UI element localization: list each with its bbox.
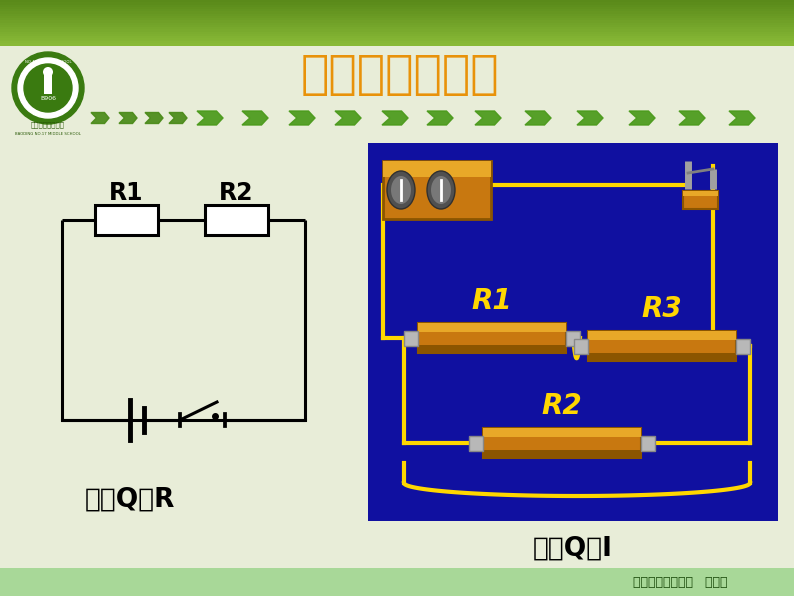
- Text: 探究Q与R: 探究Q与R: [85, 487, 175, 513]
- Bar: [0, 23, 794, 25]
- Bar: [0, 38, 794, 41]
- Bar: [0, 25, 794, 27]
- Text: 大家都来试试吧: 大家都来试试吧: [301, 52, 499, 98]
- Circle shape: [12, 52, 84, 124]
- Polygon shape: [91, 113, 109, 123]
- Polygon shape: [577, 111, 603, 125]
- Polygon shape: [197, 111, 223, 125]
- Text: 探究Q与I: 探究Q与I: [533, 536, 613, 562]
- Bar: [483, 449, 641, 458]
- Bar: [383, 161, 491, 177]
- Polygon shape: [525, 111, 551, 125]
- Bar: [641, 436, 655, 451]
- Polygon shape: [729, 111, 755, 125]
- Polygon shape: [169, 113, 187, 123]
- Text: R1: R1: [110, 181, 144, 205]
- Bar: [0, 20, 794, 23]
- Ellipse shape: [43, 67, 53, 77]
- Bar: [0, 36, 794, 39]
- Bar: [0, 2, 794, 5]
- Text: B906: B906: [40, 95, 56, 101]
- Polygon shape: [289, 111, 315, 125]
- Bar: [736, 339, 750, 353]
- Bar: [683, 191, 718, 196]
- Bar: [0, 34, 794, 36]
- Bar: [588, 331, 736, 361]
- Polygon shape: [629, 111, 655, 125]
- Text: R2: R2: [219, 181, 254, 205]
- Text: R1: R1: [472, 287, 512, 315]
- Text: BAODING NO.17 MIDDLE SCHOOL: BAODING NO.17 MIDDLE SCHOOL: [15, 132, 81, 136]
- Bar: [44, 74, 52, 94]
- Bar: [383, 161, 491, 219]
- Bar: [483, 428, 641, 458]
- Bar: [0, 9, 794, 12]
- Bar: [418, 344, 566, 353]
- Ellipse shape: [427, 171, 455, 209]
- Bar: [0, 45, 794, 568]
- Polygon shape: [242, 111, 268, 125]
- Polygon shape: [382, 111, 408, 125]
- Bar: [0, 11, 794, 14]
- Polygon shape: [679, 111, 705, 125]
- Bar: [95, 205, 158, 235]
- Polygon shape: [119, 113, 137, 123]
- Polygon shape: [335, 111, 361, 125]
- Bar: [0, 32, 794, 34]
- Bar: [0, 14, 794, 16]
- Bar: [0, 7, 794, 10]
- Text: NO-17 MIDDLE SCHOOL: NO-17 MIDDLE SCHOOL: [25, 60, 71, 64]
- Bar: [418, 323, 566, 353]
- Bar: [0, 29, 794, 32]
- Text: 保定市第十七中学   张秋红: 保定市第十七中学 张秋红: [633, 576, 727, 588]
- Bar: [0, 568, 794, 596]
- Polygon shape: [427, 111, 453, 125]
- Bar: [683, 191, 718, 209]
- Text: 保定市第十七中学: 保定市第十七中学: [31, 122, 65, 128]
- Ellipse shape: [387, 171, 415, 209]
- Bar: [574, 339, 588, 353]
- Bar: [205, 205, 268, 235]
- Bar: [368, 143, 778, 521]
- Bar: [404, 331, 418, 346]
- Circle shape: [18, 58, 78, 118]
- Circle shape: [24, 64, 72, 112]
- Bar: [588, 331, 736, 340]
- Bar: [0, 41, 794, 44]
- Ellipse shape: [431, 176, 451, 204]
- Bar: [0, 15, 794, 18]
- Bar: [0, 0, 794, 3]
- Ellipse shape: [391, 176, 411, 204]
- Bar: [588, 353, 736, 361]
- Text: R2: R2: [542, 392, 582, 420]
- Bar: [0, 43, 794, 45]
- Bar: [418, 323, 566, 332]
- Bar: [566, 331, 580, 346]
- Bar: [469, 436, 483, 451]
- Bar: [483, 428, 641, 437]
- Polygon shape: [145, 113, 163, 123]
- Bar: [0, 27, 794, 30]
- Text: R3: R3: [642, 295, 682, 323]
- Polygon shape: [475, 111, 501, 125]
- Bar: [0, 18, 794, 21]
- Bar: [0, 5, 794, 7]
